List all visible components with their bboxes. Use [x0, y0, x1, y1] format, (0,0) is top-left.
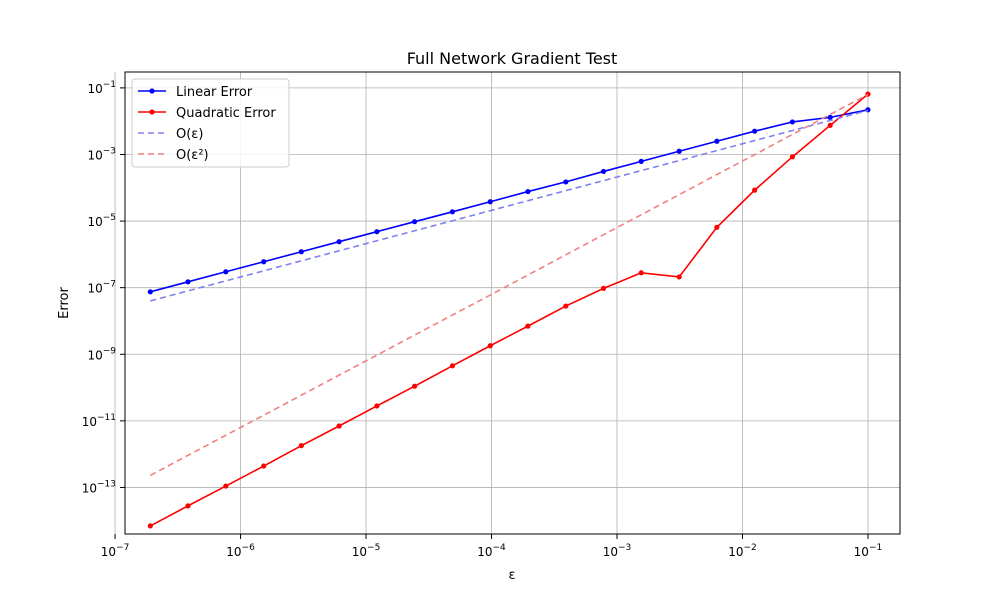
legend: Linear Error Quadratic Error O(ε) O(ε²) — [131, 78, 290, 168]
legend-label: Quadratic Error — [176, 106, 276, 121]
grid — [114, 72, 900, 534]
data-point-quadratic-error — [336, 423, 342, 429]
data-point-quadratic-error — [298, 443, 304, 449]
legend-marker — [149, 109, 155, 115]
x-axis-label: ε — [508, 568, 515, 583]
data-point-quadratic-error — [449, 363, 456, 369]
plot-frame — [124, 71, 901, 535]
data-point-linear-error — [714, 138, 720, 144]
y-tick-label: 10−9 — [87, 346, 116, 362]
data-point-quadratic-error — [374, 403, 380, 409]
y-tick-label: 10−3 — [87, 146, 116, 162]
x-tick-label: 10−2 — [728, 543, 757, 559]
y-tick-label: 10−13 — [82, 479, 116, 495]
y-tick-label: 10−7 — [87, 280, 116, 296]
x-tick-label: 10−3 — [603, 543, 632, 559]
y-tick-label: 10−11 — [82, 413, 116, 429]
data-point-linear-error — [752, 128, 758, 134]
data-point-linear-error — [525, 188, 531, 195]
series-line-o — [149, 93, 869, 477]
x-tick-label: 10−5 — [352, 543, 381, 559]
data-point-linear-error — [638, 158, 644, 164]
legend-label: Linear Error — [176, 85, 253, 100]
y-tick-label: 10−5 — [87, 213, 116, 229]
data-point-linear-error — [449, 209, 456, 215]
data-point-linear-error — [412, 219, 418, 225]
data-point-quadratic-error — [185, 503, 191, 509]
series-line-quadratic-error — [149, 93, 869, 527]
data-point-quadratic-error — [676, 274, 682, 280]
y-tick-label: 10−1 — [87, 80, 116, 96]
series-line-linear-error — [150, 108, 869, 293]
legend-label: O(ε²) — [176, 148, 209, 163]
data-point-quadratic-error — [600, 285, 607, 292]
legend-marker — [149, 88, 155, 94]
data-point-linear-error — [147, 289, 153, 295]
data-point-quadratic-error — [412, 383, 418, 389]
data-point-quadratic-error — [487, 343, 493, 349]
data-point-linear-error — [336, 239, 342, 245]
data-point-linear-error — [563, 179, 569, 185]
data-point-quadratic-error — [638, 270, 644, 276]
data-point-linear-error — [827, 114, 833, 120]
data-point-quadratic-error — [563, 303, 569, 309]
data-point-linear-error — [185, 279, 191, 285]
y-axis-label: Error — [57, 287, 72, 319]
data-point-quadratic-error — [752, 187, 758, 193]
x-tick-label: 10−1 — [854, 543, 883, 559]
data-point-linear-error — [374, 229, 380, 235]
legend-box — [131, 78, 290, 168]
data-point-quadratic-error — [223, 483, 229, 489]
data-point-linear-error — [600, 168, 607, 175]
data-point-quadratic-error — [261, 463, 267, 469]
x-tick-label: 10−6 — [226, 543, 255, 559]
data-point-linear-error — [487, 199, 493, 205]
x-tick-label: 10−4 — [477, 543, 506, 559]
data-point-quadratic-error — [525, 323, 531, 329]
x-tick-label: 10−7 — [101, 543, 130, 559]
series-layer — [147, 91, 871, 529]
data-point-quadratic-error — [147, 523, 153, 529]
data-point-linear-error — [223, 269, 229, 275]
chart-title: Full Network Gradient Test — [407, 49, 618, 68]
data-point-quadratic-error — [789, 154, 796, 160]
data-point-linear-error — [676, 148, 682, 154]
data-point-quadratic-error — [827, 122, 833, 128]
data-point-linear-error — [789, 119, 796, 125]
data-point-linear-error — [298, 249, 304, 255]
legend-label: O(ε) — [176, 127, 203, 142]
ticks: 10−7 10−6 10−5 10−4 10−3 10−2 10−1 10−13 10−11 10… — [82, 80, 883, 559]
series-line-o — [150, 109, 869, 302]
data-point-quadratic-error — [714, 224, 720, 230]
data-point-linear-error — [261, 259, 267, 265]
